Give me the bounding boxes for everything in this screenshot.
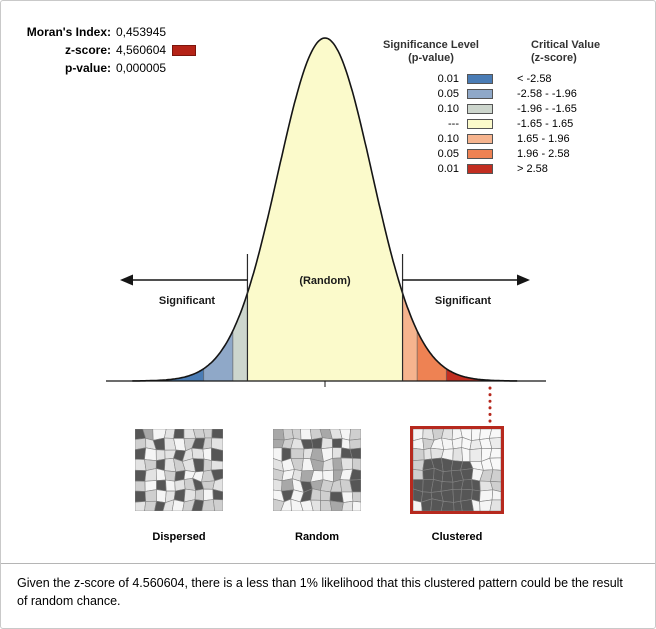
legend-row: 0.01 < -2.58 bbox=[373, 71, 641, 86]
legend-row: --- -1.65 - 1.65 bbox=[373, 116, 641, 131]
legend-rows: 0.01 < -2.58 0.05 -2.58 - -1.96 0.10 -1.… bbox=[373, 71, 641, 176]
random-pattern-map bbox=[273, 429, 361, 511]
z-score-value: 4,560604 bbox=[116, 43, 167, 57]
critical-value-range: < -2.58 bbox=[517, 72, 552, 85]
p-value-row: p-value: 0,000005 bbox=[15, 59, 196, 77]
legend-color-swatch bbox=[467, 88, 493, 99]
significance-level-value: 0.05 bbox=[437, 87, 459, 100]
legend-color-swatch bbox=[467, 118, 493, 129]
legend-color-swatch bbox=[467, 73, 493, 84]
dispersed-map-label: Dispersed bbox=[152, 531, 206, 543]
legend-color-swatch bbox=[467, 133, 493, 144]
clustered-map-label: Clustered bbox=[431, 531, 483, 543]
significance-level-header-line2: (p-value) bbox=[408, 52, 454, 64]
critical-value-header-line2: (z-score) bbox=[531, 52, 577, 64]
morans-index-label: Moran's Index: bbox=[26, 25, 111, 39]
significant-left-label: Significant bbox=[159, 295, 216, 307]
significance-legend: Significance Level (p-value) Critical Va… bbox=[373, 39, 641, 176]
morans-index-row: Moran's Index: 0,453945 bbox=[15, 23, 196, 41]
significance-level-header-line1: Significance Level bbox=[383, 39, 479, 51]
legend-row: 0.10 1.65 - 1.96 bbox=[373, 131, 641, 146]
random-region-label: (Random) bbox=[299, 275, 351, 287]
critical-value-range: 1.65 - 1.96 bbox=[517, 132, 570, 145]
critical-value-range: 1.96 - 2.58 bbox=[517, 147, 570, 160]
legend-color-swatch bbox=[467, 163, 493, 174]
random-map-thumbnail bbox=[273, 429, 361, 511]
significance-level-value: 0.05 bbox=[437, 147, 459, 160]
critical-value-range: -2.58 - -1.96 bbox=[517, 87, 577, 100]
critical-value-header: Critical Value (z-score) bbox=[531, 39, 641, 65]
significance-level-value: --- bbox=[448, 117, 459, 130]
morans-index-value: 0,453945 bbox=[116, 25, 167, 39]
significance-level-value: 0.10 bbox=[437, 102, 459, 115]
p-value-label: p-value: bbox=[64, 61, 111, 75]
dispersed-pattern-map bbox=[135, 429, 223, 511]
significance-level-value: 0.10 bbox=[437, 132, 459, 145]
clustered-pattern-map bbox=[413, 429, 501, 511]
legend-row: 0.05 -2.58 - -1.96 bbox=[373, 86, 641, 101]
legend-headers: Significance Level (p-value) Critical Va… bbox=[373, 39, 641, 65]
legend-row: 0.05 1.96 - 2.58 bbox=[373, 146, 641, 161]
z-score-label: z-score: bbox=[64, 43, 111, 57]
dispersed-map-thumbnail bbox=[135, 429, 223, 511]
critical-value-header-line1: Critical Value bbox=[531, 39, 601, 51]
significance-level-value: 0.01 bbox=[437, 162, 459, 175]
critical-value-range: -1.96 - -1.65 bbox=[517, 102, 577, 115]
result-summary: Given the z-score of 4.560604, there is … bbox=[1, 563, 655, 610]
legend-color-swatch bbox=[467, 148, 493, 159]
clustered-map-thumbnail bbox=[410, 426, 504, 514]
significance-level-header: Significance Level (p-value) bbox=[373, 39, 489, 65]
significance-level-value: 0.01 bbox=[437, 72, 459, 85]
legend-row: 0.01 > 2.58 bbox=[373, 161, 641, 176]
legend-color-swatch bbox=[467, 103, 493, 114]
legend-row: 0.10 -1.96 - -1.65 bbox=[373, 101, 641, 116]
random-map-label: Random bbox=[295, 531, 339, 543]
critical-value-range: -1.65 - 1.65 bbox=[517, 117, 574, 130]
p-value-value: 0,000005 bbox=[116, 61, 167, 75]
result-summary-text: Given the z-score of 4.560604, there is … bbox=[17, 576, 623, 609]
statistics-panel: Moran's Index: 0,453945 z-score: 4,56060… bbox=[15, 23, 197, 77]
z-score-row: z-score: 4,560604 bbox=[15, 41, 197, 59]
critical-value-range: > 2.58 bbox=[517, 162, 548, 175]
z-score-color-swatch bbox=[172, 44, 197, 56]
significant-right-label: Significant bbox=[435, 295, 492, 307]
